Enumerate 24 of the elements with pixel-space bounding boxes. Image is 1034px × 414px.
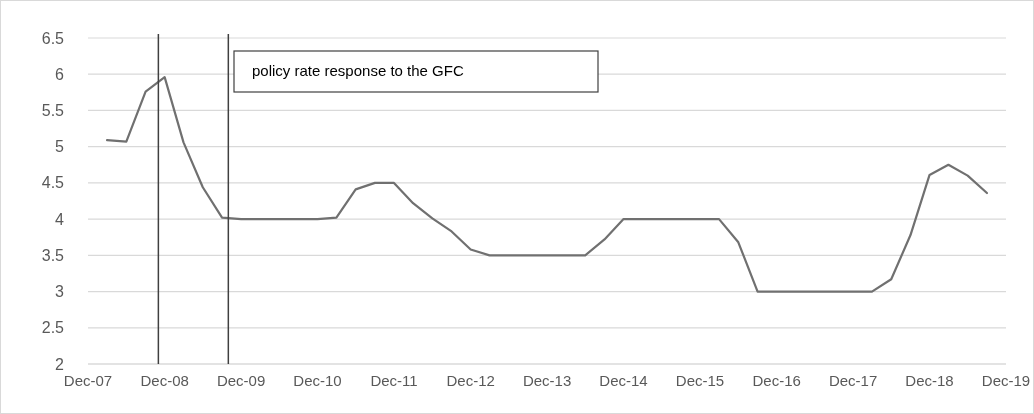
y-tick-label: 2.5: [41, 319, 65, 337]
y-tick-label: 3: [55, 283, 65, 301]
x-tick-label: Dec-15: [675, 372, 725, 389]
x-tick-label: Dec-18: [905, 372, 954, 389]
x-tick-label: Dec-10: [293, 372, 342, 389]
x-tick-label: Dec-07: [63, 372, 113, 389]
y-tick-label: 2: [55, 355, 65, 373]
annotation: policy rate response to the GFC: [252, 62, 464, 80]
x-tick-label: Dec-16: [752, 372, 801, 389]
x-tick-label: Dec-12: [446, 372, 495, 389]
y-tick-label: 5: [55, 138, 65, 156]
x-tick-label: Dec-13: [522, 372, 572, 389]
y-tick-label: 4.5: [41, 174, 65, 192]
x-tick-label: Dec-09: [216, 372, 266, 389]
y-tick-label: 5.5: [41, 102, 65, 120]
x-tick-label: Dec-08: [140, 372, 189, 389]
x-tick-label: Dec-17: [828, 372, 878, 389]
x-tick-label: Dec-11: [370, 372, 418, 389]
y-tick-label: 6.5: [41, 29, 65, 47]
x-tick-label: Dec-19: [981, 372, 1031, 389]
x-tick-label: Dec-14: [599, 372, 648, 389]
y-tick-label: 4: [55, 210, 65, 228]
y-tick-label: 3.5: [41, 246, 65, 264]
y-tick-label: 6: [55, 65, 65, 83]
